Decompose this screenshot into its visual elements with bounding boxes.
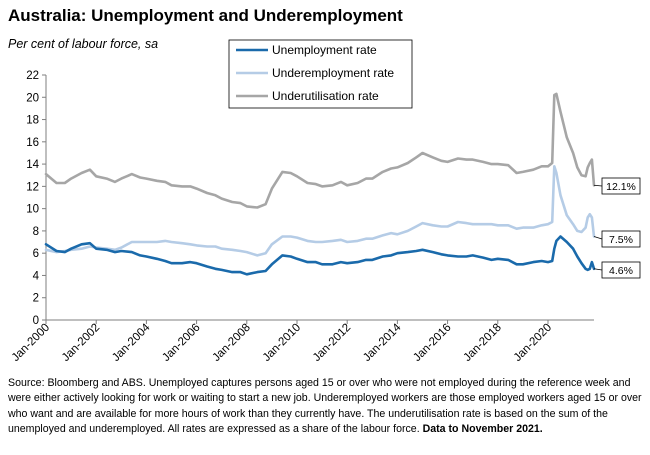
x-tick-label: Jan-2008	[211, 322, 253, 364]
y-tick-label: 16	[26, 137, 39, 149]
end-value-callouts: 4.6% 7.5% 12.1%	[593, 177, 641, 279]
y-tick-label: 8	[33, 226, 39, 238]
y-tick-label: 2	[33, 293, 39, 305]
series-line-underemployment	[44, 165, 596, 257]
legend-label: Underutilisation rate	[272, 89, 379, 103]
callout-value: 7.5%	[609, 234, 633, 246]
x-tick-label: Jan-2006	[160, 322, 202, 364]
y-tick-label: 22	[26, 70, 39, 82]
callout-leader	[593, 184, 603, 187]
y-tick-label: 10	[26, 204, 39, 216]
source-text: Source: Bloomberg and ABS. Unemployed ca…	[8, 377, 642, 435]
y-tick-label: 12	[26, 181, 39, 193]
callout-value: 4.6%	[609, 265, 633, 277]
x-tick-label: Jan-2004	[110, 321, 153, 364]
x-tick-label: Jan-2002	[60, 322, 102, 364]
x-tick-label: Jan-2016	[411, 322, 453, 364]
y-tick-label: 4	[33, 270, 40, 282]
callout-box	[601, 261, 641, 279]
callout-leader	[593, 268, 603, 271]
source-note: Source: Bloomberg and ABS. Unemployed ca…	[8, 376, 644, 437]
x-tick-label: Jan-2014	[361, 321, 404, 364]
x-tick-label: Jan-2012	[311, 322, 353, 364]
y-tick-label: 0	[33, 315, 39, 327]
y-tick-label: 20	[26, 92, 39, 104]
y-tick-label: 18	[26, 115, 39, 127]
legend-label: Underemployment rate	[272, 66, 394, 80]
x-tick-label: Jan-2010	[261, 322, 303, 364]
x-tick-label: Jan-2018	[462, 322, 504, 364]
y-tick-label: 14	[26, 159, 39, 171]
series-line-underutilisation	[44, 92, 596, 209]
x-axis: Jan-2000 Jan-2002 Jan-2004 Jan-2006 Jan-2008…	[10, 319, 594, 364]
source-data-cutoff: Data to November 2021.	[422, 422, 543, 435]
series-lines	[44, 92, 596, 276]
x-tick-label: Jan-2020	[512, 322, 554, 364]
callout-box	[601, 230, 641, 248]
legend-label: Unemployment rate	[272, 43, 377, 57]
callout-leader	[593, 236, 603, 240]
legend: Unemployment rate Underemployment rate Und…	[228, 39, 413, 109]
y-tick-label: 6	[33, 248, 39, 260]
chart-subtitle: Per cent of labour force, sa	[8, 37, 159, 51]
x-tick-label: Jan-2000	[10, 322, 52, 364]
y-axis: 0 2 4 6 8 10 12 14 16 18 20 22	[26, 70, 47, 327]
callout-value: 12.1%	[606, 181, 636, 193]
callout-box	[601, 177, 641, 195]
chart-title: Australia: Unemployment and Underemploym…	[8, 6, 403, 25]
series-line-unemployment	[44, 235, 596, 276]
